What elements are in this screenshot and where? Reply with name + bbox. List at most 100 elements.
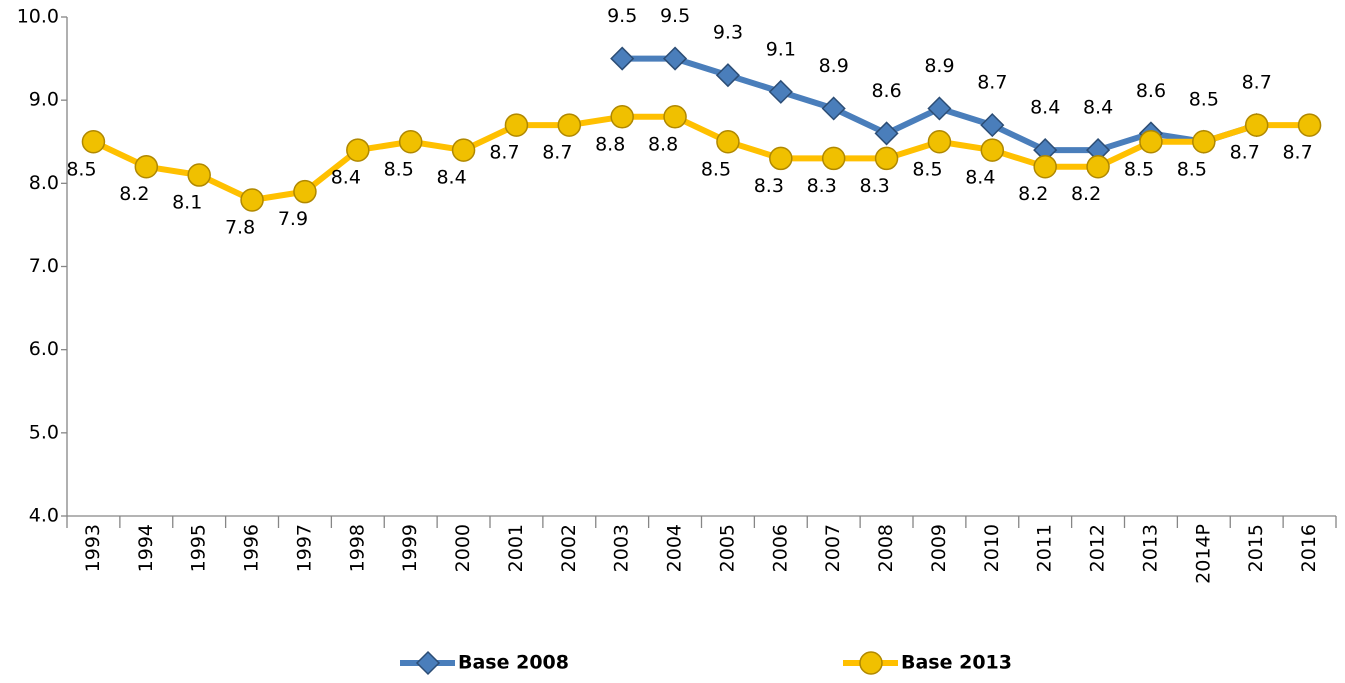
data-label: 8.6 — [1136, 80, 1166, 102]
x-tick-label: 2013 — [1139, 524, 1161, 572]
data-label: 8.7 — [542, 142, 572, 164]
marker — [768, 79, 793, 104]
data-label: 8.7 — [489, 142, 519, 164]
data-label: 8.4 — [1083, 97, 1113, 119]
x-tick-label: 2003 — [611, 524, 633, 572]
y-tick-label: 9.0 — [29, 89, 59, 111]
data-label: 8.5 — [1124, 158, 1154, 180]
marker — [451, 138, 476, 162]
data-label: 8.2 — [1071, 183, 1101, 205]
series: 8.5 8.2 8.1 7.8 7.9 8.4 8.5 8.4 8.7 8.7 8.8 8.8 8.5 8… — [66, 105, 1322, 238]
x-tick-label: 1995 — [188, 524, 210, 572]
data-label: 8.7 — [1242, 72, 1272, 94]
data-label: 8.4 — [965, 167, 995, 189]
x-tick-label: 2012 — [1087, 524, 1109, 572]
x-tick-label: 2002 — [558, 524, 580, 572]
x-tick-label: 1998 — [346, 524, 368, 572]
x-tick-label: 2005 — [716, 524, 738, 572]
x-tick-label: 2010 — [981, 524, 1003, 572]
data-label: 8.9 — [924, 55, 954, 77]
data-label: 8.5 — [912, 158, 942, 180]
data-label: 8.5 — [1177, 158, 1207, 180]
marker — [346, 138, 370, 162]
x-tick-label: 2016 — [1298, 524, 1320, 572]
data-label: 9.1 — [766, 38, 796, 60]
data-label: 8.9 — [819, 55, 849, 77]
data-label: 8.5 — [66, 158, 96, 180]
y-tick-label: 5.0 — [29, 421, 59, 443]
marker — [81, 130, 106, 154]
data-label: 8.1 — [172, 192, 202, 214]
data-label: 8.7 — [1230, 142, 1260, 164]
marker — [874, 121, 899, 146]
marker — [715, 63, 740, 88]
x-tick-label: 1999 — [399, 524, 421, 572]
x-tick-label: 1996 — [241, 524, 263, 572]
marker — [980, 138, 1005, 162]
data-label: 8.2 — [1018, 183, 1048, 205]
x-tick-label: 1994 — [135, 524, 157, 572]
x-tick-label: 1997 — [293, 524, 315, 572]
marker — [610, 46, 635, 71]
marker — [821, 146, 846, 171]
x-tick-label: 1993 — [82, 524, 104, 572]
marker — [1297, 113, 1322, 137]
data-label: 8.7 — [977, 72, 1007, 94]
data-label: 8.5 — [384, 158, 414, 180]
x-tick-label: 2004 — [664, 524, 686, 572]
y-tick-label: 4.0 — [29, 505, 59, 527]
x-tick-label: 2007 — [822, 524, 844, 572]
x-tick-label: 2000 — [452, 524, 474, 572]
data-label: 8.4 — [436, 167, 466, 189]
marker — [1244, 113, 1269, 137]
x-tick-label: 2014P — [1192, 524, 1214, 584]
data-label: 8.8 — [595, 133, 625, 155]
marker — [821, 96, 846, 121]
marker — [1139, 130, 1163, 154]
data-label: 7.9 — [278, 208, 308, 230]
x-tick-label: 2006 — [769, 524, 791, 572]
marker — [927, 130, 952, 154]
marker — [927, 96, 952, 121]
marker — [134, 154, 159, 179]
data-label: 8.6 — [871, 80, 901, 102]
data-label: 8.5 — [701, 158, 731, 180]
marker — [663, 105, 687, 129]
data-label: 9.5 — [660, 5, 690, 27]
marker — [240, 188, 264, 212]
legend-label: Base 2008 — [458, 652, 569, 674]
marker — [293, 179, 317, 204]
x-tick-label: 2009 — [928, 524, 950, 572]
marker — [557, 113, 582, 137]
data-label: 9.5 — [607, 5, 637, 27]
data-label: 9.3 — [713, 22, 743, 44]
data-label: 8.8 — [648, 133, 678, 155]
marker — [859, 651, 883, 675]
legend-label: Base 2013 — [901, 652, 1012, 674]
y-tick-label: 10.0 — [17, 6, 59, 28]
data-label: 8.4 — [1030, 97, 1060, 119]
data-label: 8.3 — [859, 175, 889, 197]
marker — [769, 146, 793, 171]
marker — [1086, 154, 1110, 179]
marker — [610, 105, 634, 129]
marker — [716, 130, 740, 154]
data-label: 8.3 — [754, 175, 784, 197]
data-label: 8.5 — [1189, 88, 1219, 110]
marker — [187, 163, 211, 187]
marker — [1192, 130, 1216, 154]
y-tick-label: 6.0 — [29, 338, 59, 360]
marker — [1033, 154, 1057, 179]
y-tick-label: 8.0 — [29, 172, 59, 194]
marker — [980, 113, 1005, 138]
marker — [415, 650, 441, 676]
data-label: 8.2 — [119, 183, 149, 205]
marker — [504, 113, 529, 137]
x-tick-label: 2008 — [875, 524, 897, 572]
marker — [398, 130, 423, 154]
marker — [874, 146, 899, 171]
x-tick-label: 2011 — [1034, 524, 1056, 572]
marker — [663, 46, 688, 71]
data-label: 7.8 — [225, 216, 255, 238]
